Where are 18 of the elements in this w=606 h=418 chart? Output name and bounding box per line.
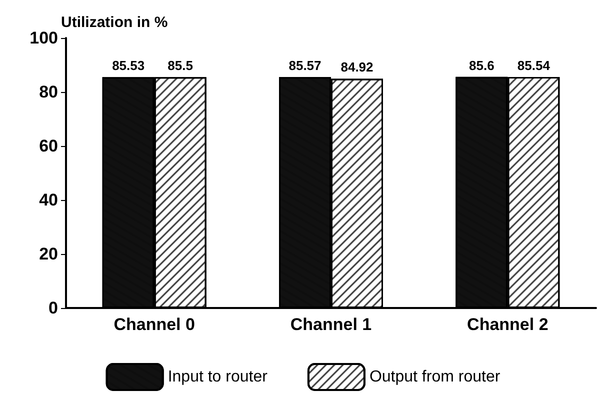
x-tick-label: Channel 0 [114,315,195,334]
data-label: 85.6 [469,58,494,73]
y-tick-label: 0 [48,298,58,318]
data-label: 85.53 [112,58,145,74]
data-label: 85.54 [517,58,551,74]
y-axis-title: Utilization in % [61,14,168,31]
data-label: 85.5 [168,58,193,74]
y-tick-label: 80 [39,82,58,102]
x-tick-label: Channel 2 [467,315,548,334]
legend-label: Output from router [369,368,501,386]
y-tick-label: 40 [39,190,58,210]
data-label: 84.92 [340,60,374,75]
y-tick-label: 60 [39,136,58,156]
legend-label: Input to router [168,368,268,386]
y-tick-label: 20 [39,244,58,264]
data-label: 85.57 [288,58,322,73]
y-tick-label: 100 [30,28,58,48]
x-tick-label: Channel 1 [290,315,372,334]
